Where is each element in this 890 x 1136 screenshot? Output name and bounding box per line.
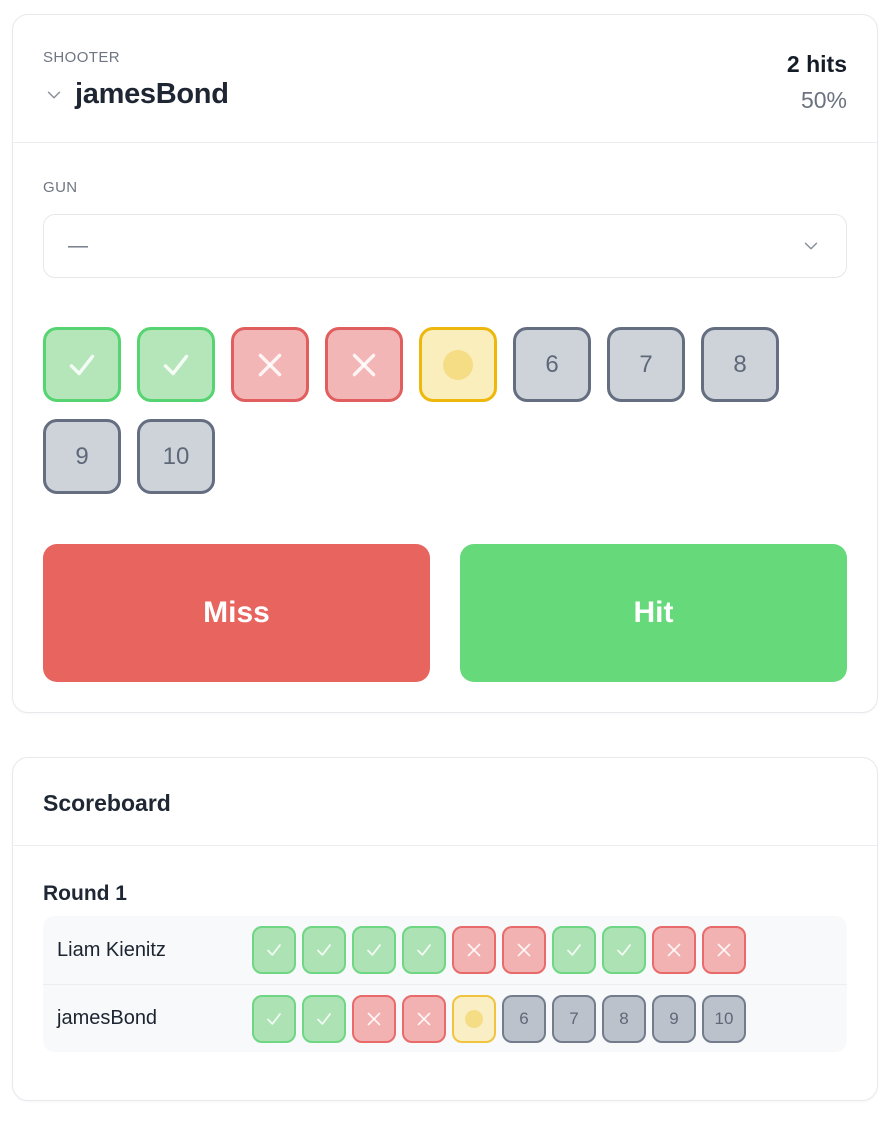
x-icon: [258, 353, 282, 376]
shot-tile-pending[interactable]: 6: [513, 327, 591, 402]
shot-tile-miss: [352, 994, 396, 1043]
check-icon: [267, 944, 281, 956]
miss-button[interactable]: Miss: [43, 544, 430, 682]
current-shot-dot: [465, 1009, 483, 1028]
shot-tiles: 6 7 8 9 10: [43, 327, 847, 494]
hit-button[interactable]: Hit: [460, 544, 847, 682]
shot-tile-hit[interactable]: [43, 327, 121, 402]
shot-tile-pending[interactable]: 10: [137, 419, 215, 494]
shot-tile-pending[interactable]: 7: [607, 327, 685, 402]
shot-tile-pending: 6: [502, 994, 546, 1043]
shot-number: 6: [545, 350, 559, 378]
shot-tile-hit: [402, 926, 446, 974]
player-name: jamesBond: [57, 1007, 158, 1029]
check-icon: [417, 944, 431, 956]
shooter-header: SHOOTER jamesBond 2 hits 50%: [13, 15, 877, 142]
scoreboard-row: Liam Kienitz: [43, 916, 847, 984]
shot-tile-hit: [252, 994, 296, 1043]
player-shot-tiles: [252, 926, 746, 974]
x-icon: [717, 943, 731, 957]
shot-number: 6: [519, 1008, 529, 1028]
chevron-down-icon: [804, 242, 818, 250]
shot-tile-miss: [652, 926, 696, 974]
scoreboard-divider: [13, 845, 877, 846]
shot-tile-pending: 9: [652, 994, 696, 1043]
check-icon: [567, 944, 581, 956]
shot-tile-pending: 7: [552, 994, 596, 1043]
player-shot-tiles: 6 7 8 9 10: [252, 994, 746, 1043]
scoreboard-header: Scoreboard: [13, 758, 877, 845]
shot-tile-miss: [402, 994, 446, 1043]
player-name: Liam Kienitz: [57, 938, 166, 961]
x-icon: [667, 943, 681, 957]
gun-label: GUN: [43, 179, 78, 196]
shot-number: 7: [569, 1008, 579, 1028]
check-icon: [163, 354, 189, 375]
current-shot-dot: [443, 349, 473, 380]
shot-tile-miss: [502, 926, 546, 974]
chevron-down-icon: [47, 91, 61, 98]
scoreboard-row: jamesBond 6 7 8 9 10: [43, 984, 847, 1052]
shot-tile-miss: [702, 926, 746, 974]
action-buttons: Miss Hit: [43, 544, 847, 682]
shot-tile-miss[interactable]: [325, 327, 403, 402]
shot-number: 10: [162, 442, 190, 470]
check-icon: [267, 1012, 281, 1025]
scoreboard-rows: Liam Kienitz jamesBond 6 7 8 9 10: [43, 916, 847, 1052]
shot-number: 7: [639, 350, 653, 378]
shot-tile-hit: [552, 926, 596, 974]
shooter-selector[interactable]: jamesBond: [43, 78, 229, 111]
shooter-label: SHOOTER: [43, 49, 120, 66]
shot-tile-hit: [602, 926, 646, 974]
shot-tile-hit: [252, 926, 296, 974]
check-icon: [317, 1012, 331, 1025]
shooter-stats: 2 hits 50%: [787, 49, 847, 114]
shot-number: 9: [75, 442, 89, 470]
shot-number: 8: [619, 1008, 629, 1028]
shot-tile-hit: [302, 926, 346, 974]
x-icon: [417, 1012, 431, 1025]
check-icon: [617, 944, 631, 956]
shot-tile-hit: [352, 926, 396, 974]
shot-tile-pending: 8: [602, 994, 646, 1043]
shot-number: 8: [733, 350, 747, 378]
shot-tile-pending[interactable]: 8: [701, 327, 779, 402]
shot-tile-current[interactable]: [419, 327, 497, 402]
scoreboard-panel: Scoreboard Round 1 Liam Kienitz jamesBond…: [12, 757, 878, 1101]
shot-tile-hit[interactable]: [137, 327, 215, 402]
shot-tile-miss[interactable]: [231, 327, 309, 402]
shot-tile-hit: [302, 994, 346, 1043]
gun-select-value: —: [68, 234, 88, 257]
shot-number: 9: [669, 1008, 679, 1028]
shooter-info: SHOOTER jamesBond: [43, 49, 229, 111]
hit-percentage: 50%: [800, 87, 847, 113]
x-icon: [467, 943, 481, 957]
scoreboard-body: Round 1 Liam Kienitz jamesBond 6 7 8 9 10: [13, 846, 877, 1100]
check-icon: [367, 944, 381, 956]
check-icon: [317, 944, 331, 956]
shot-tile-pending: 10: [702, 994, 746, 1043]
x-icon: [517, 943, 531, 957]
shot-tile-miss: [452, 926, 496, 974]
x-icon: [367, 1012, 381, 1025]
round-title: Round 1: [43, 882, 127, 905]
gun-select[interactable]: —: [43, 214, 847, 278]
x-icon: [352, 353, 376, 376]
scoreboard-title: Scoreboard: [43, 790, 171, 816]
check-icon: [69, 354, 95, 375]
shooter-body: GUN — 6 7 8 9 10 Miss Hit: [13, 143, 877, 712]
header-divider: [13, 142, 877, 143]
shot-number: 10: [714, 1008, 734, 1028]
hits-count: 2 hits: [786, 51, 847, 77]
shot-tile-pending[interactable]: 9: [43, 419, 121, 494]
shooter-panel: SHOOTER jamesBond 2 hits 50% GUN — 6 7 8 9 1…: [12, 14, 878, 713]
shooter-name: jamesBond: [75, 78, 229, 110]
shot-tile-current: [452, 994, 496, 1043]
